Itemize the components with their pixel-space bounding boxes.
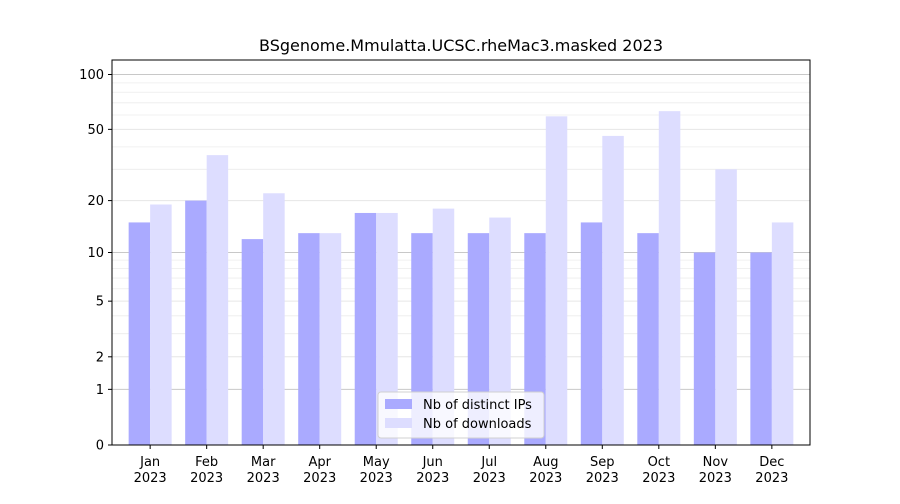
x-tick-label-year: 2023 bbox=[642, 471, 675, 486]
bar-downloads bbox=[432, 208, 455, 445]
x-tick-label-year: 2023 bbox=[416, 471, 449, 486]
bar-downloads bbox=[263, 193, 285, 445]
bar-downloads bbox=[376, 212, 398, 445]
y-tick-label: 1 bbox=[96, 383, 104, 398]
y-tick-label: 2 bbox=[96, 350, 104, 365]
x-tick-label-month: Aug bbox=[533, 455, 558, 470]
x-tick-label-month: Dec bbox=[759, 455, 784, 470]
y-tick-label: 10 bbox=[87, 246, 104, 261]
legend-label: Nb of downloads bbox=[423, 417, 532, 432]
x-tick-label-year: 2023 bbox=[755, 471, 788, 486]
x-tick-label-year: 2023 bbox=[529, 471, 562, 486]
bar-downloads bbox=[206, 155, 229, 446]
y-tick-label: 0 bbox=[96, 439, 104, 454]
x-tick-label-year: 2023 bbox=[247, 471, 280, 486]
bar-distinct-ips bbox=[298, 233, 320, 445]
x-tick-label-month: Jun bbox=[422, 455, 443, 470]
x-tick-label-year: 2023 bbox=[303, 471, 336, 486]
bar-downloads bbox=[489, 217, 511, 445]
x-tick-label-month: Jul bbox=[480, 455, 497, 470]
bar-distinct-ips bbox=[580, 222, 603, 445]
y-tick-label: 100 bbox=[79, 68, 104, 83]
y-tick-label: 20 bbox=[87, 194, 104, 209]
x-tick-label-month: Apr bbox=[308, 455, 331, 470]
legend-box bbox=[377, 391, 545, 439]
legend-swatch bbox=[385, 399, 412, 409]
x-tick-label-year: 2023 bbox=[586, 471, 619, 486]
x-tick-label-year: 2023 bbox=[699, 471, 732, 486]
bar-downloads bbox=[319, 233, 342, 445]
bar-distinct-ips bbox=[128, 222, 151, 445]
bar-distinct-ips bbox=[185, 200, 207, 445]
bar-downloads bbox=[715, 169, 737, 445]
x-tick-label-year: 2023 bbox=[360, 471, 393, 486]
legend-swatch bbox=[385, 418, 412, 428]
bar-distinct-ips bbox=[354, 212, 377, 445]
bar-distinct-ips bbox=[750, 252, 772, 445]
chart-title: BSgenome.Mmulatta.UCSC.rheMac3.masked 20… bbox=[259, 36, 663, 55]
bar-downloads bbox=[771, 222, 794, 445]
y-tick-label: 50 bbox=[87, 123, 104, 138]
y-tick-label: 5 bbox=[96, 295, 104, 310]
x-tick-label-month: Oct bbox=[648, 455, 670, 470]
x-tick-label-month: Feb bbox=[195, 455, 218, 470]
x-tick-label-year: 2023 bbox=[190, 471, 223, 486]
y-axis: 0 1 2 5 10 20 50 100 bbox=[79, 68, 112, 454]
bar-distinct-ips bbox=[241, 239, 264, 445]
bar-distinct-ips bbox=[637, 233, 659, 445]
legend: Nb of distinct IPs Nb of downloads bbox=[377, 391, 545, 439]
x-tick-label-year: 2023 bbox=[473, 471, 506, 486]
x-axis: Jan2023Feb2023Mar2023Apr2023May2023Jun20… bbox=[134, 445, 788, 486]
x-tick-label-month: May bbox=[363, 455, 390, 470]
bar-distinct-ips bbox=[693, 252, 716, 445]
bar-downloads bbox=[658, 111, 681, 445]
bar-downloads bbox=[545, 116, 568, 446]
bar-downloads bbox=[150, 204, 172, 445]
x-tick-label-year: 2023 bbox=[134, 471, 167, 486]
bar-downloads bbox=[602, 135, 624, 445]
legend-label: Nb of distinct IPs bbox=[423, 398, 532, 413]
x-tick-label-month: Sep bbox=[590, 455, 615, 470]
x-tick-label-month: Mar bbox=[251, 455, 276, 470]
x-tick-label-month: Jan bbox=[139, 455, 160, 470]
x-tick-label-month: Nov bbox=[703, 455, 729, 470]
